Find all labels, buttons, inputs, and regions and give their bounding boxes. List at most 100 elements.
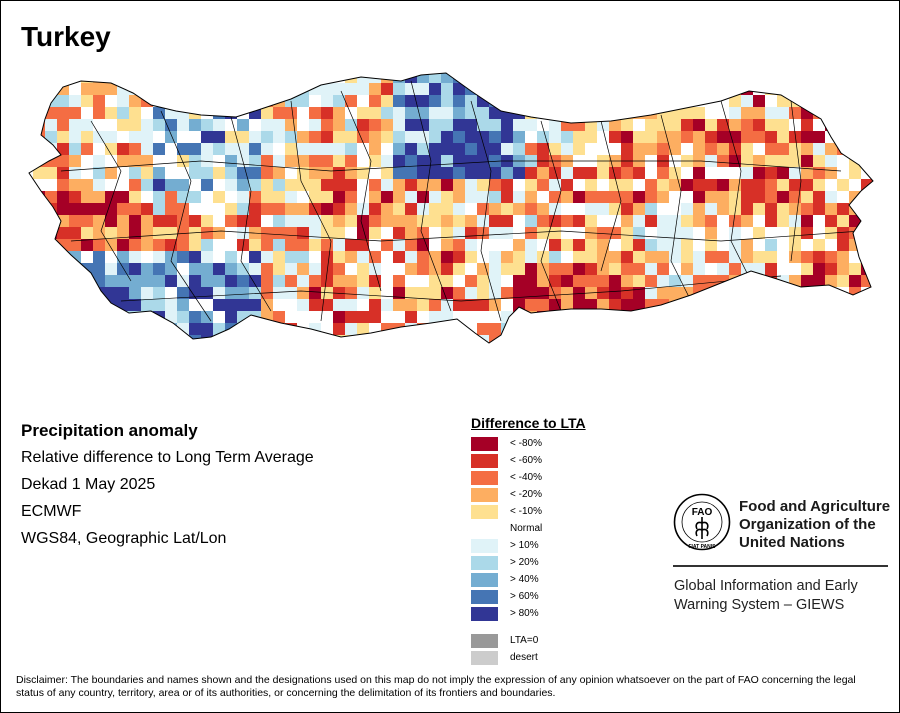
grid-cell bbox=[669, 275, 681, 287]
grid-cell bbox=[489, 155, 501, 167]
grid-cell bbox=[69, 239, 81, 251]
grid-cell bbox=[873, 215, 885, 227]
grid-cell bbox=[405, 275, 417, 287]
grid-cell bbox=[141, 215, 153, 227]
grid-cell bbox=[513, 203, 525, 215]
grid-cell bbox=[801, 251, 813, 263]
grid-cell bbox=[57, 299, 69, 311]
grid-cell bbox=[741, 191, 753, 203]
grid-cell bbox=[261, 83, 273, 95]
grid-cell bbox=[45, 263, 57, 275]
grid-cell bbox=[141, 347, 153, 359]
grid-cell bbox=[93, 347, 105, 359]
legend-label: > 20% bbox=[510, 557, 539, 568]
grid-cell bbox=[645, 131, 657, 143]
grid-cell bbox=[465, 167, 477, 179]
grid-cell bbox=[105, 347, 117, 359]
grid-cell bbox=[309, 191, 321, 203]
grid-cell bbox=[213, 347, 225, 359]
grid-cell bbox=[393, 299, 405, 311]
grid-cell bbox=[213, 275, 225, 287]
grid-cell bbox=[285, 203, 297, 215]
grid-cell bbox=[225, 167, 237, 179]
grid-cell bbox=[273, 251, 285, 263]
grid-cell bbox=[489, 347, 501, 359]
grid-cell bbox=[321, 119, 333, 131]
grid-cell bbox=[525, 275, 537, 287]
grid-cell bbox=[465, 239, 477, 251]
grid-cell bbox=[405, 107, 417, 119]
grid-cell bbox=[873, 83, 885, 95]
grid-cell bbox=[561, 287, 573, 299]
grid-cell bbox=[813, 119, 825, 131]
grid-cell bbox=[489, 263, 501, 275]
grid-cell bbox=[189, 95, 201, 107]
grid-cell bbox=[69, 263, 81, 275]
grid-cell bbox=[285, 347, 297, 359]
grid-cell bbox=[345, 263, 357, 275]
grid-cell bbox=[657, 227, 669, 239]
grid-cell bbox=[489, 143, 501, 155]
grid-cell bbox=[561, 311, 573, 323]
grid-cell bbox=[741, 73, 753, 83]
grid-cell bbox=[201, 143, 213, 155]
grid-cell bbox=[273, 179, 285, 191]
grid-cell bbox=[297, 299, 309, 311]
grid-cell bbox=[501, 83, 513, 95]
grid-cell bbox=[129, 239, 141, 251]
grid-cell bbox=[29, 203, 33, 215]
grid-cell bbox=[81, 143, 93, 155]
grid-cell bbox=[633, 143, 645, 155]
grid-cell bbox=[729, 95, 741, 107]
grid-cell bbox=[873, 95, 885, 107]
grid-cell bbox=[261, 203, 273, 215]
grid-cell bbox=[45, 215, 57, 227]
grid-cell bbox=[573, 275, 585, 287]
grid-cell bbox=[873, 143, 885, 155]
grid-cell bbox=[309, 107, 321, 119]
grid-cell bbox=[237, 203, 249, 215]
province-boundary bbox=[290, 100, 332, 322]
grid-cell bbox=[237, 263, 249, 275]
grid-cell bbox=[189, 179, 201, 191]
grid-cell bbox=[357, 83, 369, 95]
grid-cell bbox=[93, 239, 105, 251]
grid-cell bbox=[165, 227, 177, 239]
grid-cell bbox=[825, 107, 837, 119]
grid-cell bbox=[333, 251, 345, 263]
grid-cell bbox=[717, 311, 729, 323]
grid-cell bbox=[45, 275, 57, 287]
grid-cell bbox=[873, 299, 885, 311]
grid-cell bbox=[33, 203, 45, 215]
grid-cell bbox=[81, 155, 93, 167]
grid-cell bbox=[609, 119, 621, 131]
grid-cell bbox=[537, 215, 549, 227]
grid-cell bbox=[285, 251, 297, 263]
grid-cell bbox=[29, 179, 33, 191]
grid-cell bbox=[333, 239, 345, 251]
grid-cell bbox=[777, 107, 789, 119]
grid-cell bbox=[381, 73, 393, 83]
grid-cell bbox=[69, 143, 81, 155]
grid-cell bbox=[453, 287, 465, 299]
grid-cell bbox=[393, 239, 405, 251]
grid-cell bbox=[873, 131, 885, 143]
grid-cell bbox=[573, 83, 585, 95]
grid-cell bbox=[333, 191, 345, 203]
grid-cell bbox=[609, 143, 621, 155]
grid-cell bbox=[153, 323, 165, 335]
grid-cell bbox=[609, 323, 621, 335]
grid-cell bbox=[309, 251, 321, 263]
grid-cell bbox=[345, 215, 357, 227]
grid-cell bbox=[297, 347, 309, 359]
grid-cell bbox=[165, 131, 177, 143]
grid-cell bbox=[645, 311, 657, 323]
grid-cell bbox=[669, 143, 681, 155]
grid-cell bbox=[285, 275, 297, 287]
grid-cell bbox=[405, 131, 417, 143]
grid-cell bbox=[129, 83, 141, 95]
grid-cell bbox=[609, 227, 621, 239]
grid-cell bbox=[453, 119, 465, 131]
grid-cell bbox=[249, 251, 261, 263]
grid-cell bbox=[537, 347, 549, 359]
